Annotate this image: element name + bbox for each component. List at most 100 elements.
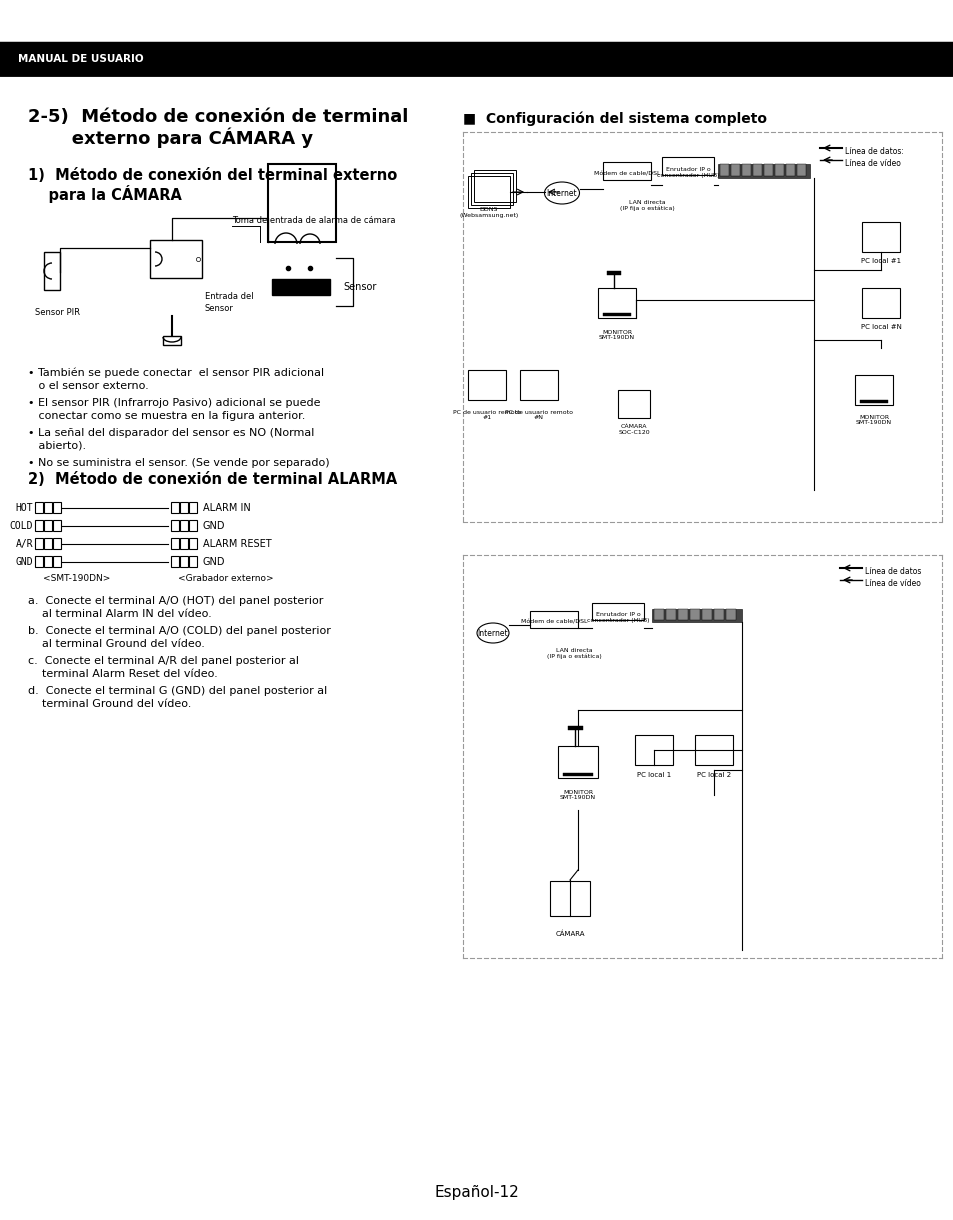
Bar bbox=[189, 501, 196, 512]
Text: Enrutador IP o
concentrador (HUB): Enrutador IP o concentrador (HUB) bbox=[656, 167, 719, 178]
Bar bbox=[171, 556, 179, 567]
Bar bbox=[689, 609, 700, 620]
Text: Internet: Internet bbox=[477, 630, 508, 638]
Text: Línea de vídeo: Línea de vídeo bbox=[864, 578, 920, 588]
Text: abierto).: abierto). bbox=[28, 440, 86, 451]
Bar bbox=[718, 163, 809, 178]
Text: GND: GND bbox=[203, 521, 225, 531]
Bar bbox=[598, 288, 636, 318]
Bar bbox=[180, 520, 188, 531]
Text: terminal Ground del vídeo.: terminal Ground del vídeo. bbox=[28, 699, 192, 709]
Text: Línea de datos:: Línea de datos: bbox=[844, 146, 902, 155]
Text: CÁMARA: CÁMARA bbox=[555, 931, 584, 937]
Text: PC local #1: PC local #1 bbox=[860, 257, 901, 264]
Text: <Grabador externo>: <Grabador externo> bbox=[178, 573, 274, 583]
Bar bbox=[720, 163, 728, 176]
Text: CÁMARA
SOC-C120: CÁMARA SOC-C120 bbox=[618, 425, 649, 434]
Bar bbox=[665, 609, 676, 620]
Bar bbox=[567, 726, 582, 730]
Bar bbox=[695, 734, 732, 765]
Bar bbox=[35, 520, 43, 531]
Bar bbox=[592, 603, 643, 620]
Text: MONITOR
SMT-190DN: MONITOR SMT-190DN bbox=[855, 415, 891, 426]
Text: Español-12: Español-12 bbox=[435, 1185, 518, 1200]
Text: Sensor: Sensor bbox=[343, 282, 376, 292]
Bar bbox=[468, 176, 510, 207]
Bar bbox=[189, 556, 196, 567]
Text: Entrada del: Entrada del bbox=[205, 292, 253, 301]
Bar bbox=[741, 163, 750, 176]
Bar bbox=[272, 279, 330, 295]
Text: DDNS
(Websamsung.net): DDNS (Websamsung.net) bbox=[459, 207, 518, 218]
Text: b.  Conecte el terminal A/O (COLD) del panel posterior: b. Conecte el terminal A/O (COLD) del pa… bbox=[28, 626, 331, 636]
Text: LAN directa
(IP fija o estática): LAN directa (IP fija o estática) bbox=[619, 200, 674, 211]
Text: terminal Alarm Reset del vídeo.: terminal Alarm Reset del vídeo. bbox=[28, 669, 217, 680]
Text: Toma de entrada de alarma de cámara: Toma de entrada de alarma de cámara bbox=[232, 216, 395, 224]
Bar bbox=[35, 556, 43, 567]
Text: GND: GND bbox=[203, 558, 225, 567]
Bar bbox=[53, 538, 61, 549]
Text: 1)  Método de conexión del terminal externo: 1) Método de conexión del terminal exter… bbox=[28, 168, 396, 183]
Text: ALARM IN: ALARM IN bbox=[203, 503, 251, 512]
Bar bbox=[635, 734, 672, 765]
Bar bbox=[701, 609, 711, 620]
Bar bbox=[785, 163, 794, 176]
Bar bbox=[602, 162, 650, 181]
Bar bbox=[474, 170, 516, 203]
Bar bbox=[35, 501, 43, 512]
Bar bbox=[180, 501, 188, 512]
Bar bbox=[44, 556, 52, 567]
Bar bbox=[862, 288, 899, 318]
Bar bbox=[763, 163, 772, 176]
Text: COLD: COLD bbox=[10, 521, 33, 531]
Bar bbox=[796, 163, 805, 176]
Text: A/R: A/R bbox=[15, 539, 33, 549]
Bar bbox=[862, 222, 899, 253]
Bar bbox=[530, 611, 578, 628]
Bar bbox=[471, 173, 513, 205]
Text: • También se puede conectar  el sensor PIR adicional: • También se puede conectar el sensor PI… bbox=[28, 368, 324, 378]
Bar bbox=[150, 240, 202, 278]
Text: para la CÁMARA: para la CÁMARA bbox=[28, 185, 182, 203]
Bar bbox=[44, 520, 52, 531]
Bar bbox=[519, 370, 558, 400]
Text: Módem de cable/DSL: Módem de cable/DSL bbox=[593, 172, 659, 177]
Bar bbox=[730, 163, 740, 176]
Bar bbox=[0, 43, 953, 74]
Text: Sensor: Sensor bbox=[205, 304, 233, 314]
Text: ALARM RESET: ALARM RESET bbox=[203, 539, 272, 549]
Bar bbox=[53, 520, 61, 531]
Bar bbox=[53, 556, 61, 567]
Bar bbox=[651, 609, 741, 622]
Bar bbox=[602, 314, 630, 316]
Text: o el sensor externo.: o el sensor externo. bbox=[28, 381, 149, 390]
Text: Internet: Internet bbox=[546, 189, 577, 199]
Bar bbox=[189, 538, 196, 549]
Bar bbox=[53, 501, 61, 512]
Bar bbox=[171, 501, 179, 512]
Text: externo para CÁMARA y: externo para CÁMARA y bbox=[28, 127, 313, 148]
Bar bbox=[171, 520, 179, 531]
Bar bbox=[468, 370, 505, 400]
Bar bbox=[558, 745, 598, 778]
Text: MONITOR
SMT-190DN: MONITOR SMT-190DN bbox=[598, 329, 635, 340]
Text: conectar como se muestra en la figura anterior.: conectar como se muestra en la figura an… bbox=[28, 411, 305, 421]
Text: HOT: HOT bbox=[15, 503, 33, 512]
Text: <SMT-190DN>: <SMT-190DN> bbox=[43, 573, 111, 583]
Bar bbox=[550, 881, 589, 916]
Bar bbox=[44, 253, 60, 290]
Text: • La señal del disparador del sensor es NO (Normal: • La señal del disparador del sensor es … bbox=[28, 428, 314, 438]
Text: 2-5)  Método de conexión de terminal: 2-5) Método de conexión de terminal bbox=[28, 109, 408, 126]
Text: • El sensor PIR (Infrarrojo Pasivo) adicional se puede: • El sensor PIR (Infrarrojo Pasivo) adic… bbox=[28, 398, 320, 407]
Text: Línea de vídeo: Línea de vídeo bbox=[844, 159, 900, 167]
Text: Enrutador IP o
concentrador (HUB): Enrutador IP o concentrador (HUB) bbox=[586, 612, 649, 622]
Text: PC local 1: PC local 1 bbox=[637, 772, 670, 778]
Text: PC de usuario remoto
#1: PC de usuario remoto #1 bbox=[453, 410, 520, 421]
Text: Línea de datos: Línea de datos bbox=[864, 566, 921, 576]
Text: MANUAL DE USUARIO: MANUAL DE USUARIO bbox=[18, 54, 144, 63]
Text: PC local 2: PC local 2 bbox=[697, 772, 730, 778]
Bar bbox=[44, 538, 52, 549]
Bar bbox=[725, 609, 735, 620]
Text: PC de usuario remoto
#N: PC de usuario remoto #N bbox=[504, 410, 573, 421]
Bar bbox=[562, 773, 593, 776]
